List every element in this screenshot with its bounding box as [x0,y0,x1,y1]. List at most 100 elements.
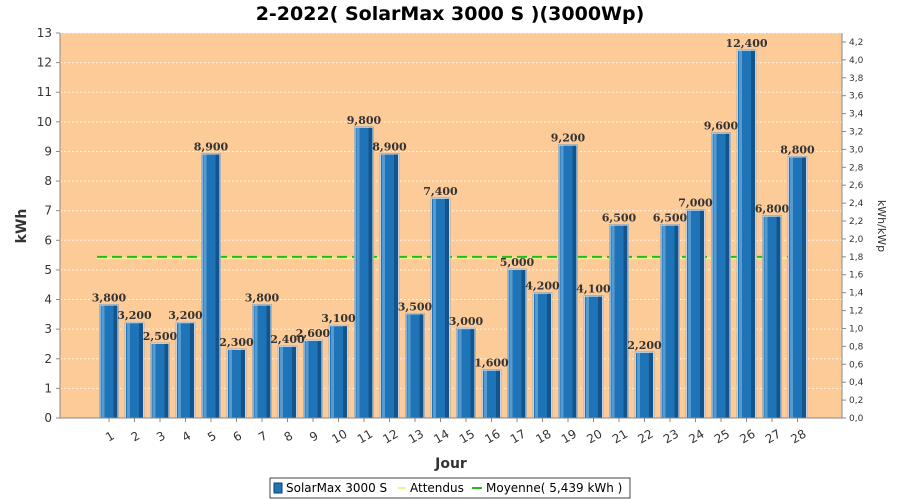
y-tick-label: 6 [44,233,52,247]
x-tick-label: 15 [457,427,477,447]
x-tick-label: 18 [533,427,553,447]
y-right-tick-label: 1,6 [849,271,864,281]
y-right-tick-label: 0,4 [849,378,864,388]
data-label: 2,500 [143,330,178,343]
y-tick-label: 4 [44,293,52,307]
bar [228,349,245,418]
data-label: 6,800 [755,203,790,216]
bar-highlight [688,210,691,418]
bar-shade [292,346,296,418]
bar-shade [776,216,781,418]
y-tick-label: 12 [37,56,52,70]
y-right-tick-label: 1,8 [849,253,864,263]
y-right-tick-label: 3,6 [849,92,864,102]
bar-shade [215,154,220,418]
y-right-tick-label: 2,0 [849,235,864,245]
bar-shade [674,225,679,418]
bar-highlight [127,323,130,418]
y-tick-label: 1 [44,381,52,395]
x-tick-label: 21 [610,427,630,447]
bar [279,346,296,418]
bar [508,269,526,418]
bar [253,305,271,418]
y-right-tick-label: 0,6 [849,360,864,370]
x-tick-label: 9 [307,429,321,445]
bar-highlight [433,198,436,418]
y-axis-right-ticks: 0,0 0,2 0,4 0,6 0,8 1,0 1,2 1,4 1,6 1,8 2,0 2,2 2,4 2… [842,38,864,424]
bar [304,341,322,418]
bar-shade [598,296,602,418]
bar-shade [317,341,322,418]
legend-item-expected: Attendus [410,481,464,495]
bar-highlight [713,133,717,418]
bar-shade [241,349,245,418]
y-right-tick-label: 3,2 [849,127,863,137]
bar-highlight [331,326,334,418]
bars [99,49,808,419]
bar [100,305,118,418]
bar-highlight [484,370,487,418]
bar [330,326,347,418]
data-label: 12,400 [725,37,767,50]
bar-highlight [764,216,768,418]
legend-bar-swatch [273,482,283,494]
y-tick-label: 2 [44,352,52,366]
x-tick-label: 16 [482,427,502,447]
bar [177,323,194,418]
data-label: 3,000 [449,315,484,328]
bar-shade [521,269,526,418]
data-label: 3,200 [168,309,203,322]
data-label: 3,100 [321,312,356,325]
bar-shade [343,326,347,418]
bar-shade [394,154,398,418]
bar-shade [623,225,628,418]
bar-highlight [739,50,742,419]
bar-highlight [535,293,538,418]
x-tick-label: 5 [205,429,219,445]
y-right-tick-label: 1,2 [849,307,863,317]
x-tick-label: 4 [180,429,194,445]
data-label: 2,600 [296,327,331,340]
x-tick-label: 26 [737,427,757,447]
x-tick-label: 27 [763,427,783,447]
x-axis-ticks: 1 2 3 4 5 6 7 8 9 10 11 12 13 14 15 16 17 18 19 20 21 22 23 24 2… [103,418,809,447]
bar-highlight [280,346,283,418]
y-tick-label: 8 [44,174,52,188]
y-tick-label: 9 [44,144,52,158]
bar-highlight [586,296,589,418]
bar-shade [496,370,500,418]
data-label: 3,500 [398,300,433,313]
bar-highlight [662,225,666,418]
data-label: 8,900 [372,140,407,153]
x-tick-label: 1 [103,429,117,445]
bar-shade [445,198,449,418]
x-tick-label: 6 [231,429,245,445]
y-right-tick-label: 1,4 [849,289,864,299]
bar [432,198,449,418]
x-tick-label: 24 [686,427,706,447]
bar-shade [190,323,194,418]
bar-shade [113,305,118,418]
data-labels: 3,800 3,200 2,500 3,200 8,900 2,300 3,800 2,400… [92,37,815,370]
x-tick-label: 28 [788,427,808,447]
y-right-tick-label: 2,2 [849,217,863,227]
bar-shade [368,127,373,419]
x-tick-label: 2 [129,429,143,445]
legend-item-average: Moyenne( 5,439 kWh ) [486,481,622,495]
data-label: 6,500 [602,212,637,225]
bar [483,370,500,418]
bar-highlight [229,349,232,418]
bar [534,293,551,418]
data-label: 1,600 [474,357,509,370]
x-tick-label: 7 [256,429,270,445]
bar-highlight [203,154,207,418]
x-tick-label: 23 [661,427,681,447]
bar [687,210,704,418]
legend-box [269,477,631,499]
bar [457,329,475,418]
bar-highlight [382,154,385,418]
bar [661,225,679,418]
y-right-tick-label: 0,0 [849,414,864,424]
y-right-tick-label: 3,0 [849,145,864,155]
y-right-tick-label: 0,8 [849,342,864,352]
